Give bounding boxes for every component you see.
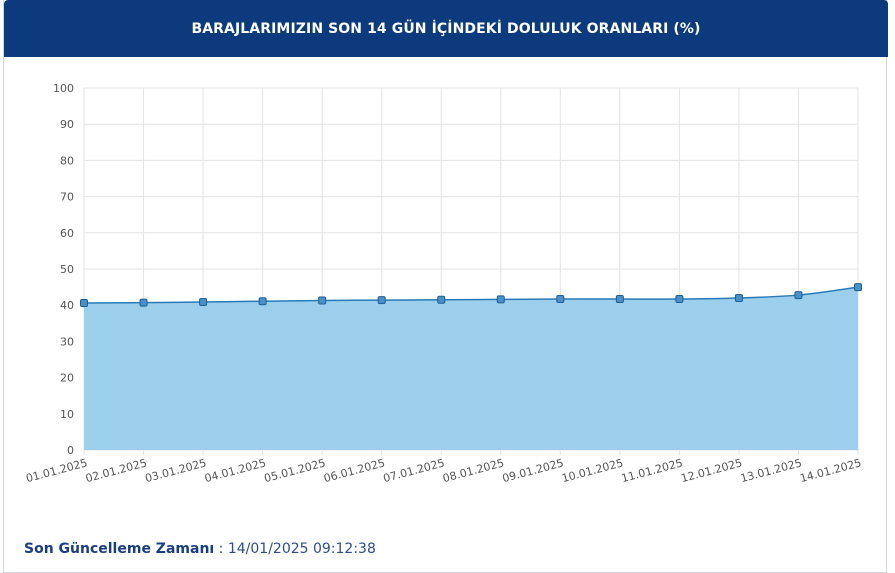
x-tick-label: 06.01.2025 — [322, 456, 386, 485]
x-axis-ticks: 01.01.202502.01.202503.01.202504.01.2025… — [25, 456, 863, 485]
data-point-10.01.2025 — [615, 295, 624, 304]
data-point-04.01.2025 — [258, 297, 267, 306]
x-tick-label: 07.01.2025 — [382, 456, 446, 485]
data-point-02.01.2025 — [139, 298, 148, 307]
x-tick-label: 02.01.2025 — [84, 456, 148, 485]
chart-area — [83, 286, 859, 450]
x-tick-label: 09.01.2025 — [501, 456, 565, 485]
y-tick-label: 70 — [60, 191, 74, 204]
y-tick-label: 100 — [53, 82, 74, 95]
data-point-13.01.2025 — [794, 291, 803, 300]
y-tick-label: 80 — [60, 154, 74, 167]
x-tick-label: 10.01.2025 — [560, 456, 624, 485]
x-tick-label: 01.01.2025 — [25, 456, 89, 485]
chart-title: BARAJLARIMIZIN SON 14 GÜN İÇİNDEKİ DOLUL… — [191, 20, 701, 37]
data-point-01.01.2025 — [80, 299, 88, 308]
y-tick-label: 40 — [60, 299, 74, 312]
series-line — [83, 286, 859, 304]
data-point-08.01.2025 — [496, 295, 505, 304]
x-tick-label: 14.01.2025 — [799, 456, 863, 485]
y-tick-label: 20 — [60, 372, 74, 385]
y-tick-label: 0 — [67, 444, 74, 457]
x-tick-label: 13.01.2025 — [739, 456, 803, 485]
y-tick-label: 30 — [60, 335, 74, 348]
last-updated-separator: : — [214, 541, 228, 557]
data-point-07.01.2025 — [437, 295, 446, 304]
x-tick-label: 12.01.2025 — [679, 456, 743, 485]
last-updated: Son Güncelleme Zamanı : 14/01/2025 09:12… — [24, 541, 376, 557]
data-point-05.01.2025 — [318, 296, 327, 305]
last-updated-label: Son Güncelleme Zamanı — [24, 541, 215, 557]
area-fill — [84, 287, 858, 450]
chart-header: BARAJLARIMIZIN SON 14 GÜN İÇİNDEKİ DOLUL… — [4, 0, 888, 57]
y-tick-label: 10 — [60, 408, 74, 421]
data-point-12.01.2025 — [734, 293, 743, 302]
last-updated-value: 14/01/2025 09:12:38 — [227, 541, 376, 557]
y-tick-label: 50 — [60, 263, 74, 276]
y-axis-ticks: 0 10 20 30 40 50 60 70 80 90 100 — [53, 82, 74, 457]
data-point-06.01.2025 — [377, 296, 386, 305]
data-point-03.01.2025 — [199, 297, 208, 306]
x-tick-label: 05.01.2025 — [263, 456, 327, 485]
data-point-14.01.2025 — [854, 283, 862, 292]
chart-points — [80, 283, 862, 308]
x-tick-label: 11.01.2025 — [620, 456, 684, 485]
y-tick-label: 90 — [60, 118, 74, 131]
x-tick-label: 03.01.2025 — [144, 456, 208, 485]
data-point-09.01.2025 — [556, 295, 565, 304]
chart-card: BARAJLARIMIZIN SON 14 GÜN İÇİNDEKİ DOLUL… — [3, 0, 888, 573]
data-point-11.01.2025 — [675, 295, 684, 304]
x-tick-label: 08.01.2025 — [441, 456, 505, 485]
y-tick-label: 60 — [60, 227, 74, 240]
x-tick-label: 04.01.2025 — [203, 456, 267, 485]
